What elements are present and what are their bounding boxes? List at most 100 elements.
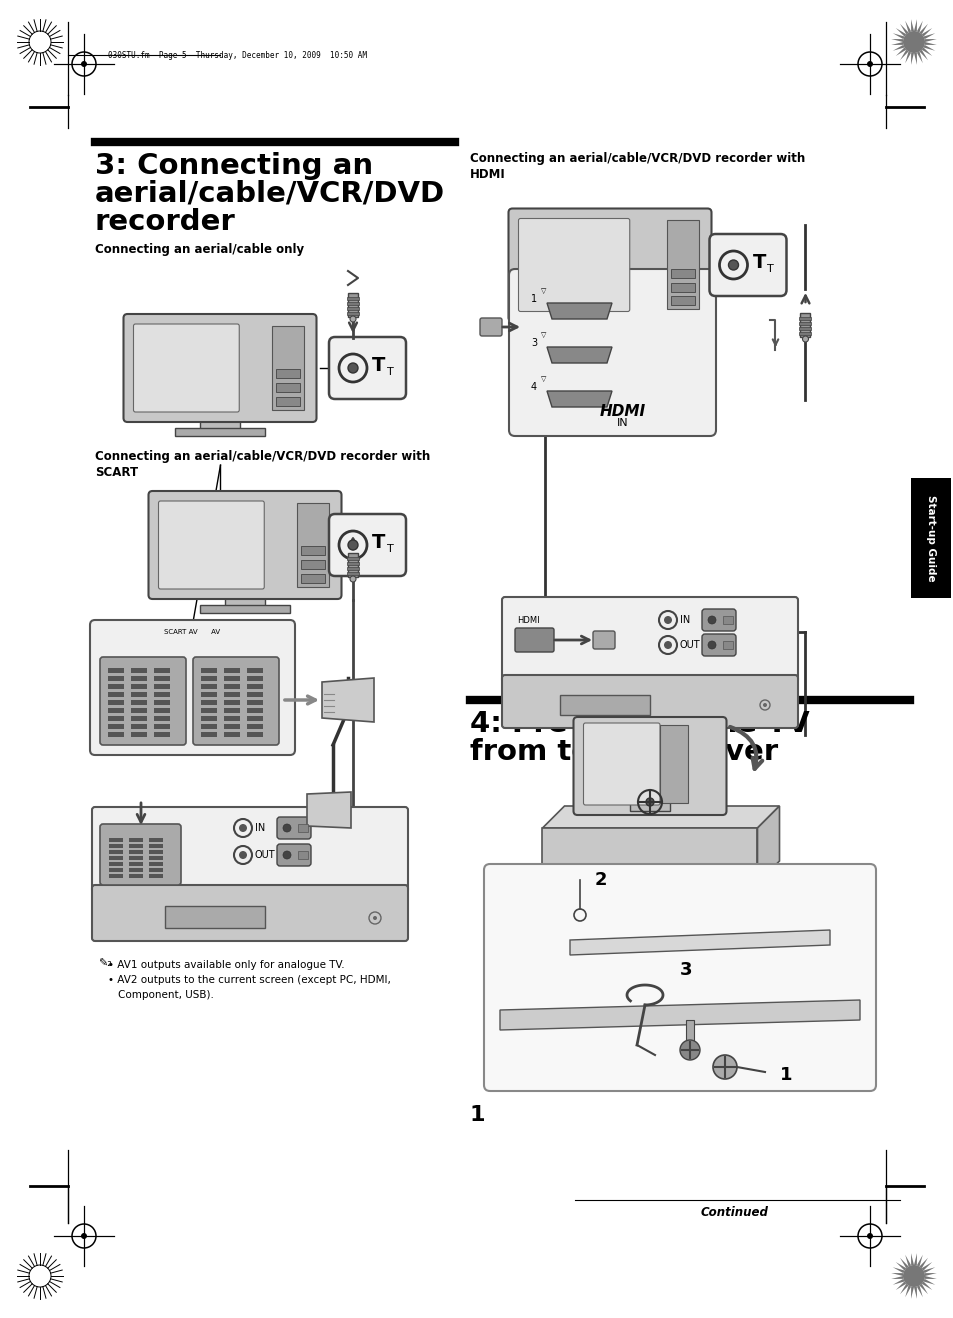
Text: Connecting an aerial/cable only: Connecting an aerial/cable only bbox=[95, 243, 304, 256]
Text: SCART: SCART bbox=[95, 467, 138, 478]
Circle shape bbox=[348, 362, 357, 373]
Bar bbox=[297, 503, 329, 587]
Circle shape bbox=[663, 616, 671, 623]
Bar bbox=[224, 684, 240, 689]
Bar bbox=[667, 220, 699, 310]
Bar bbox=[131, 668, 147, 673]
Bar bbox=[347, 572, 358, 575]
Polygon shape bbox=[919, 50, 927, 61]
FancyBboxPatch shape bbox=[329, 337, 406, 399]
Bar bbox=[225, 594, 265, 608]
Text: OUT: OUT bbox=[679, 641, 700, 650]
Bar bbox=[129, 862, 143, 866]
Bar bbox=[799, 322, 811, 326]
Bar bbox=[247, 668, 263, 673]
Bar bbox=[153, 731, 170, 737]
FancyBboxPatch shape bbox=[193, 656, 278, 745]
FancyBboxPatch shape bbox=[91, 807, 408, 894]
Bar bbox=[149, 869, 163, 873]
Polygon shape bbox=[890, 40, 902, 42]
Polygon shape bbox=[899, 1284, 907, 1294]
Bar bbox=[799, 327, 811, 330]
Bar bbox=[276, 397, 300, 406]
Bar bbox=[224, 692, 240, 697]
Bar bbox=[685, 1020, 693, 1050]
Text: from toppling over: from toppling over bbox=[470, 738, 778, 766]
Circle shape bbox=[645, 797, 654, 807]
Bar bbox=[247, 692, 263, 697]
Bar bbox=[347, 297, 358, 301]
Bar bbox=[108, 692, 124, 697]
Polygon shape bbox=[913, 1253, 916, 1265]
Bar bbox=[201, 731, 216, 737]
Text: T: T bbox=[372, 534, 385, 552]
Polygon shape bbox=[923, 1278, 934, 1285]
Bar bbox=[347, 307, 358, 310]
Text: recorder: recorder bbox=[95, 208, 235, 236]
Polygon shape bbox=[899, 50, 907, 61]
Bar bbox=[129, 874, 143, 878]
Bar bbox=[247, 716, 263, 721]
Text: Connecting an aerial/cable/VCR/DVD recorder with: Connecting an aerial/cable/VCR/DVD recor… bbox=[470, 152, 804, 165]
Text: 3: Connecting an: 3: Connecting an bbox=[95, 152, 373, 181]
Polygon shape bbox=[892, 45, 903, 51]
Bar bbox=[273, 326, 304, 410]
Circle shape bbox=[707, 616, 716, 623]
Circle shape bbox=[762, 702, 766, 706]
Bar bbox=[348, 293, 357, 318]
Polygon shape bbox=[892, 33, 903, 40]
Bar bbox=[201, 676, 216, 681]
Polygon shape bbox=[546, 391, 612, 407]
Bar bbox=[542, 828, 757, 883]
FancyBboxPatch shape bbox=[573, 717, 726, 815]
FancyBboxPatch shape bbox=[479, 318, 501, 336]
Bar bbox=[131, 676, 147, 681]
Circle shape bbox=[350, 316, 355, 322]
Circle shape bbox=[902, 1265, 924, 1286]
Polygon shape bbox=[910, 1253, 913, 1265]
Bar bbox=[109, 855, 123, 861]
Text: Connecting an aerial/cable/VCR/DVD recorder with: Connecting an aerial/cable/VCR/DVD recor… bbox=[95, 449, 430, 463]
Bar bbox=[799, 318, 811, 320]
Text: 1: 1 bbox=[780, 1066, 792, 1083]
Bar bbox=[200, 418, 240, 430]
Bar bbox=[149, 850, 163, 854]
Bar bbox=[224, 731, 240, 737]
Polygon shape bbox=[913, 20, 916, 32]
FancyBboxPatch shape bbox=[701, 609, 735, 631]
Bar bbox=[108, 731, 124, 737]
Bar bbox=[108, 724, 124, 729]
Text: 4: Preventing the TV: 4: Preventing the TV bbox=[470, 710, 809, 738]
Text: HDMI: HDMI bbox=[517, 616, 539, 625]
Bar bbox=[153, 716, 170, 721]
FancyBboxPatch shape bbox=[90, 619, 294, 755]
FancyBboxPatch shape bbox=[515, 627, 554, 652]
Polygon shape bbox=[895, 1263, 905, 1271]
Polygon shape bbox=[910, 1286, 913, 1298]
FancyBboxPatch shape bbox=[483, 865, 875, 1091]
Circle shape bbox=[728, 260, 738, 270]
FancyBboxPatch shape bbox=[133, 324, 239, 413]
Polygon shape bbox=[923, 42, 936, 45]
Text: Start-up Guide: Start-up Guide bbox=[925, 494, 935, 581]
FancyBboxPatch shape bbox=[701, 634, 735, 656]
Text: IN: IN bbox=[616, 418, 628, 428]
Bar bbox=[347, 312, 358, 315]
Bar bbox=[131, 700, 147, 705]
Bar bbox=[129, 855, 143, 861]
Polygon shape bbox=[919, 1284, 927, 1294]
Text: 2: 2 bbox=[595, 871, 607, 890]
Bar bbox=[247, 676, 263, 681]
Bar bbox=[131, 716, 147, 721]
Text: aerial/cable/VCR/DVD: aerial/cable/VCR/DVD bbox=[95, 181, 445, 208]
Polygon shape bbox=[923, 33, 934, 40]
Bar bbox=[276, 384, 300, 391]
Text: Continued: Continued bbox=[700, 1206, 768, 1219]
Text: ▽: ▽ bbox=[540, 332, 546, 337]
Bar bbox=[153, 692, 170, 697]
Text: ▽: ▽ bbox=[540, 376, 546, 382]
Polygon shape bbox=[919, 1257, 927, 1268]
Bar bbox=[347, 561, 358, 565]
FancyBboxPatch shape bbox=[276, 817, 311, 840]
Polygon shape bbox=[899, 1257, 907, 1268]
